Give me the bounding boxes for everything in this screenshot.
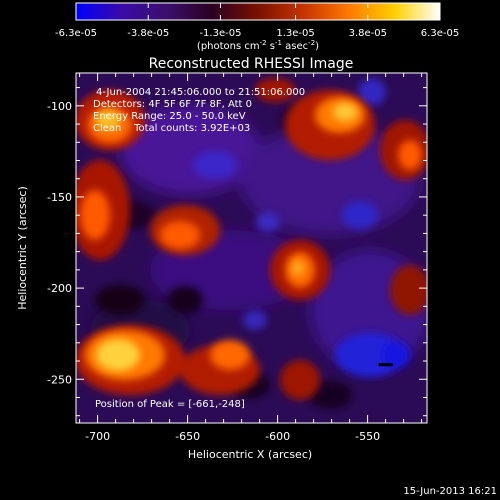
unit-part-6: ) bbox=[315, 41, 319, 52]
colorbar-tick-label: 1.3e-05 bbox=[276, 28, 314, 39]
y-tick-label: -250 bbox=[47, 373, 72, 386]
info-line-3: Clean Total counts: 3.92E+03 bbox=[93, 123, 250, 134]
colorbar-strip bbox=[75, 2, 441, 21]
y-tick-label: -200 bbox=[47, 282, 72, 295]
unit-part-4: asec bbox=[282, 41, 308, 52]
yellow-hotspots bbox=[96, 103, 357, 371]
colorbar-tick-labels: -6.3e-05 -3.8e-05 -1.3e-05 1.3e-05 3.8e-05 6.… bbox=[55, 28, 459, 39]
y-tick-label: -150 bbox=[47, 191, 72, 204]
unit-part-1: -2 bbox=[260, 39, 267, 47]
unit-part-0: (photons cm bbox=[197, 41, 260, 52]
colorbar-unit-label: (photons cm-2 s-1 asec-2) bbox=[197, 39, 319, 52]
y-tick-label: -100 bbox=[47, 100, 72, 113]
plot-title: Reconstructed RHESSI Image bbox=[149, 56, 354, 72]
plot-frame bbox=[75, 72, 428, 424]
info-line-1: Detectors: 4F 5F 6F 7F 8F, Att 0 bbox=[93, 99, 252, 110]
info-line-2: Energy Range: 25.0 - 50.0 keV bbox=[93, 111, 246, 122]
blue-regions bbox=[193, 78, 410, 377]
heatmap-image: 4-Jun-2004 21:45:06.000 to 21:51:06.000 … bbox=[76, 73, 427, 423]
colorbar-tick-label: 3.8e-05 bbox=[349, 28, 387, 39]
y-axis: -100 -150 -200 -250 bbox=[47, 87, 427, 417]
x-tick-label: -600 bbox=[265, 430, 290, 443]
x-tick-label: -650 bbox=[175, 430, 200, 443]
y-axis-label: Heliocentric Y (arcsec) bbox=[16, 186, 29, 310]
peak-position-label: Position of Peak = [-661,-248] bbox=[95, 399, 245, 410]
colorbar-tick-label: -1.3e-05 bbox=[199, 28, 241, 39]
x-tick-label: -700 bbox=[85, 430, 110, 443]
x-axis-label: Heliocentric X (arcsec) bbox=[188, 448, 312, 461]
x-axis: -700 -650 -600 -550 bbox=[79, 73, 423, 443]
colorbar-tick-label: -6.3e-05 bbox=[55, 28, 97, 39]
x-tick-label: -550 bbox=[355, 430, 380, 443]
footer-date: 15-Jun-2013 16:21 bbox=[403, 486, 497, 497]
colorbar-ticks bbox=[75, 3, 441, 20]
colorbar-tick-label: -3.8e-05 bbox=[127, 28, 169, 39]
info-line-0: 4-Jun-2004 21:45:06.000 to 21:51:06.000 bbox=[96, 87, 305, 98]
unit-part-3: -1 bbox=[275, 39, 282, 47]
unit-part-2: s bbox=[267, 41, 275, 52]
info-annotations: 4-Jun-2004 21:45:06.000 to 21:51:06.000 … bbox=[93, 87, 305, 410]
colorbar: -6.3e-05 -3.8e-05 -1.3e-05 1.3e-05 3.8e-05 6.… bbox=[55, 2, 459, 52]
peak-marker-line bbox=[378, 363, 393, 367]
colorbar-tick-label: 6.3e-05 bbox=[421, 28, 459, 39]
unit-part-5: -2 bbox=[308, 39, 315, 47]
peak-marker bbox=[378, 363, 393, 367]
